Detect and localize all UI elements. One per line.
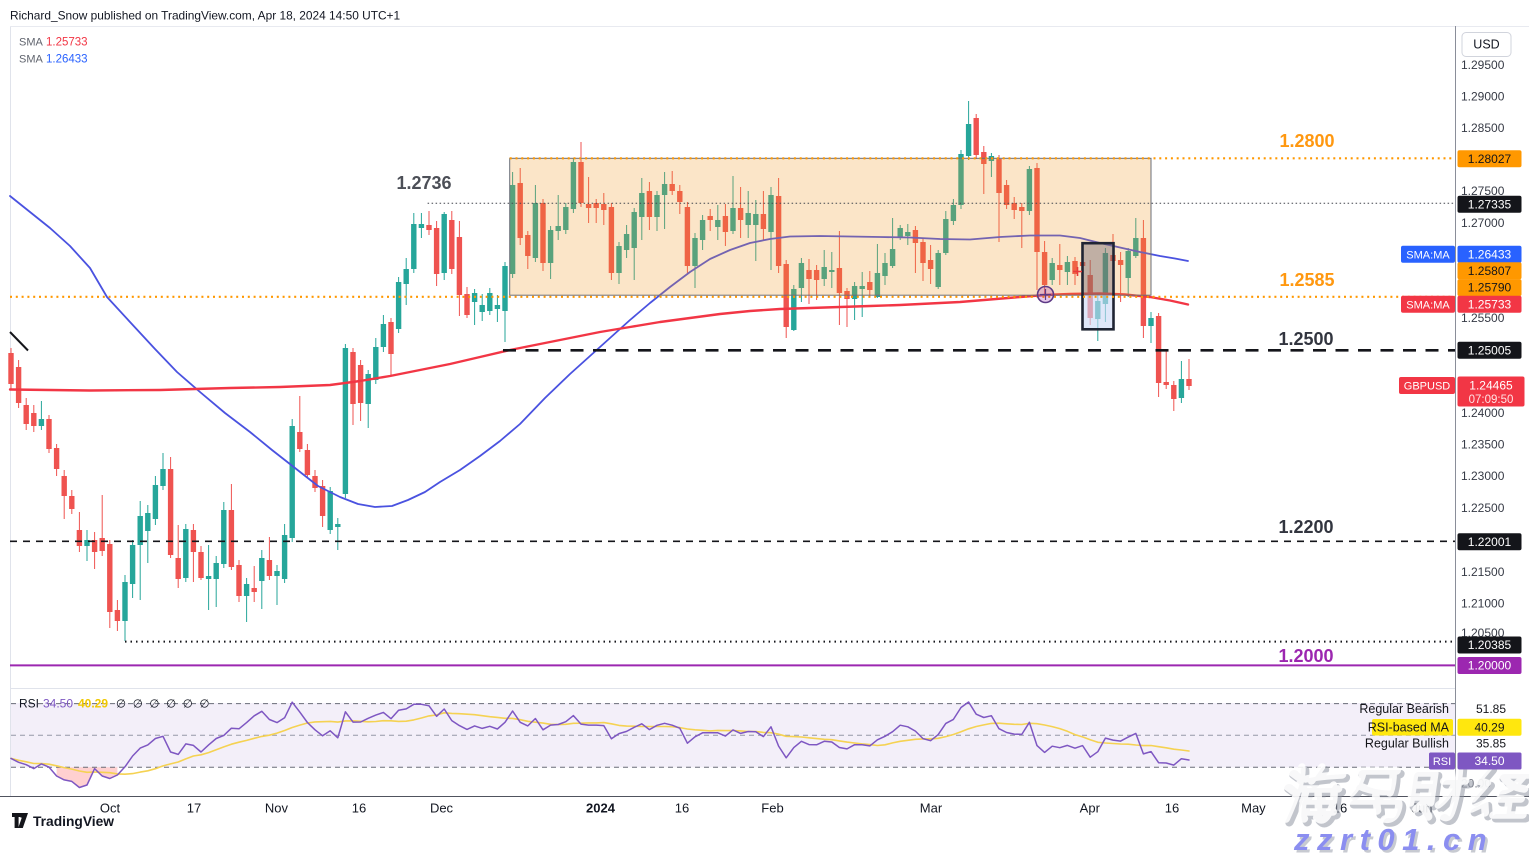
svg-text:1.25005: 1.25005 [1468, 343, 1512, 357]
svg-text:SMA:MA: SMA:MA [1406, 249, 1450, 261]
svg-text:∅: ∅ [149, 699, 159, 711]
svg-text:1.25733: 1.25733 [1468, 297, 1512, 311]
svg-text:1.24000: 1.24000 [1461, 406, 1505, 420]
svg-text:1.25733: 1.25733 [46, 37, 88, 49]
svg-text:1.25500: 1.25500 [1461, 311, 1505, 325]
svg-text:16: 16 [675, 801, 689, 816]
svg-text:Feb: Feb [761, 801, 783, 816]
svg-text:40.29: 40.29 [1474, 720, 1504, 734]
svg-text:∅: ∅ [166, 699, 176, 711]
svg-text:1.27000: 1.27000 [1461, 216, 1505, 230]
svg-text:Apr: Apr [1080, 801, 1101, 816]
svg-text:1.2000: 1.2000 [1278, 646, 1333, 666]
svg-text:34.50: 34.50 [1474, 754, 1504, 768]
svg-text:1.22500: 1.22500 [1461, 501, 1505, 515]
svg-text:40.29: 40.29 [78, 696, 108, 710]
svg-text:∅: ∅ [200, 699, 210, 711]
svg-text:1.25790: 1.25790 [1468, 281, 1512, 295]
svg-text:1.2500: 1.2500 [1278, 329, 1333, 349]
svg-text:07:09:50: 07:09:50 [1469, 394, 1514, 406]
svg-text:zzrt01.cn: zzrt01.cn [1296, 825, 1497, 857]
svg-text:Mar: Mar [920, 801, 943, 816]
svg-text:1.28027: 1.28027 [1468, 152, 1512, 166]
svg-text:∅: ∅ [116, 699, 126, 711]
svg-text:RSI: RSI [19, 696, 39, 710]
svg-text:1.28500: 1.28500 [1461, 121, 1505, 135]
svg-text:1.2200: 1.2200 [1278, 517, 1333, 537]
svg-text:SMA:MA: SMA:MA [1406, 299, 1450, 311]
svg-text:1.21500: 1.21500 [1461, 565, 1505, 579]
svg-text:1.22001: 1.22001 [1468, 535, 1512, 549]
svg-text:SMA: SMA [19, 54, 44, 66]
svg-text:1.26433: 1.26433 [46, 54, 88, 66]
svg-text:1.27335: 1.27335 [1468, 197, 1512, 211]
svg-text:16: 16 [1165, 801, 1179, 816]
svg-text:Regular Bullish: Regular Bullish [1365, 737, 1449, 751]
svg-text:Oct: Oct [100, 801, 121, 816]
svg-text:TradingView: TradingView [33, 814, 114, 829]
svg-text:1.24465: 1.24465 [1469, 379, 1513, 393]
svg-text:1.2585: 1.2585 [1279, 270, 1334, 290]
svg-text:Richard_Snow published on Trad: Richard_Snow published on TradingView.co… [10, 9, 400, 23]
svg-text:1.20000: 1.20000 [1468, 659, 1512, 673]
svg-text:2024: 2024 [586, 801, 616, 816]
svg-text:∅: ∅ [133, 699, 143, 711]
svg-text:1.29500: 1.29500 [1461, 58, 1505, 72]
svg-text:35.85: 35.85 [1476, 737, 1506, 751]
svg-text:SMA: SMA [19, 37, 44, 49]
svg-text:Dec: Dec [430, 801, 454, 816]
svg-text:1.21000: 1.21000 [1461, 597, 1505, 611]
svg-text:∅: ∅ [183, 699, 193, 711]
svg-text:GBPUSD: GBPUSD [1404, 381, 1451, 393]
svg-text:Regular Bearish: Regular Bearish [1359, 702, 1449, 716]
svg-text:1.26433: 1.26433 [1468, 247, 1512, 261]
svg-text:17: 17 [187, 801, 201, 816]
svg-text:USD: USD [1473, 38, 1499, 52]
svg-text:1.2800: 1.2800 [1279, 131, 1334, 151]
svg-text:1.23500: 1.23500 [1461, 438, 1505, 452]
svg-text:16: 16 [352, 801, 366, 816]
svg-text:34.50: 34.50 [43, 696, 73, 710]
svg-text:1.27500: 1.27500 [1461, 184, 1505, 198]
svg-text:Nov: Nov [265, 801, 289, 816]
svg-text:zzrt01.cn: zzrt01.cn [1293, 822, 1494, 857]
svg-text:May: May [1241, 801, 1266, 816]
svg-text:1.23000: 1.23000 [1461, 469, 1505, 483]
svg-text:1.25807: 1.25807 [1468, 264, 1512, 278]
svg-text:RSI-based MA: RSI-based MA [1368, 721, 1450, 735]
svg-text:1.2736: 1.2736 [396, 173, 451, 193]
svg-text:1.20385: 1.20385 [1468, 638, 1512, 652]
svg-text:1.29000: 1.29000 [1461, 90, 1505, 104]
svg-text:51.85: 51.85 [1476, 702, 1506, 716]
svg-text:RSI: RSI [1433, 756, 1451, 768]
